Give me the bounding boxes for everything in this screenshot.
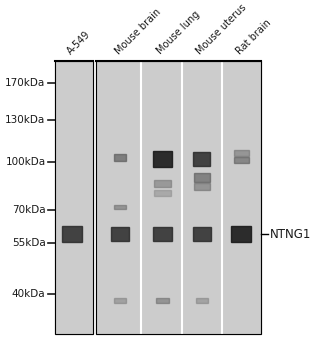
Bar bbox=[194, 173, 210, 182]
Bar bbox=[55, 61, 93, 334]
Bar bbox=[96, 61, 261, 334]
Bar bbox=[154, 189, 171, 196]
Bar bbox=[62, 226, 82, 243]
Text: A-549: A-549 bbox=[65, 29, 92, 56]
Text: Mouse lung: Mouse lung bbox=[155, 9, 202, 56]
Bar bbox=[193, 227, 211, 242]
Bar bbox=[234, 157, 249, 163]
Text: 130kDa: 130kDa bbox=[5, 114, 46, 125]
Bar bbox=[114, 205, 126, 209]
Text: 40kDa: 40kDa bbox=[12, 289, 46, 299]
Bar bbox=[196, 298, 208, 303]
Bar bbox=[153, 227, 172, 242]
Text: 170kDa: 170kDa bbox=[5, 78, 46, 89]
Text: 100kDa: 100kDa bbox=[5, 157, 46, 167]
Bar bbox=[234, 150, 249, 156]
Bar bbox=[55, 61, 93, 334]
Text: Rat brain: Rat brain bbox=[234, 18, 273, 56]
Bar bbox=[96, 61, 261, 334]
Bar bbox=[231, 226, 251, 242]
Bar bbox=[194, 183, 210, 190]
Text: 55kDa: 55kDa bbox=[12, 238, 46, 248]
Text: Mouse uterus: Mouse uterus bbox=[195, 2, 249, 56]
Text: 70kDa: 70kDa bbox=[12, 205, 46, 215]
Bar bbox=[155, 298, 169, 303]
Text: Mouse brain: Mouse brain bbox=[113, 7, 163, 56]
Bar bbox=[111, 227, 129, 242]
Bar bbox=[154, 180, 171, 187]
Bar bbox=[193, 152, 210, 166]
Bar bbox=[114, 298, 126, 303]
Text: NTNG1: NTNG1 bbox=[270, 228, 311, 240]
Bar bbox=[153, 151, 172, 167]
Bar bbox=[114, 154, 126, 161]
